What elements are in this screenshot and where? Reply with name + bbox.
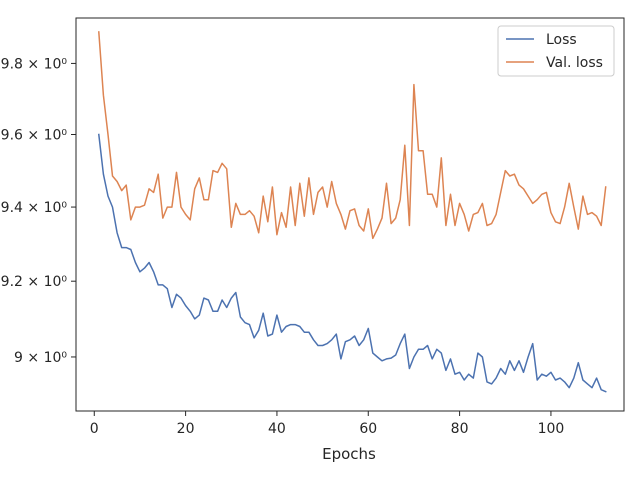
y-tick-label: 9 × 10⁰	[14, 350, 67, 366]
x-axis-label: Epochs	[322, 445, 376, 463]
x-tick-label: 20	[177, 421, 195, 437]
y-tick-label: 9.4 × 10⁰	[1, 200, 68, 216]
plot-area	[97, 31, 607, 393]
x-tick-label: 80	[451, 421, 469, 437]
series-line-loss	[97, 133, 607, 393]
y-tick-label: 9.8 × 10⁰	[1, 56, 68, 72]
y-tick-label: 9.6 × 10⁰	[1, 127, 68, 143]
legend-label: Loss	[546, 32, 577, 48]
x-tick-label: 100	[538, 421, 565, 437]
series-line-val-loss	[97, 31, 607, 240]
legend-label: Val. loss	[546, 55, 603, 71]
x-tick-label: 40	[268, 421, 286, 437]
y-tick-label: 9.2 × 10⁰	[1, 274, 68, 290]
x-tick-label: 0	[90, 421, 99, 437]
plot-frame	[75, 17, 625, 412]
axes: 0 20 40 60 80 100 9 × 10⁰ 9.2 × 10⁰ 9.4 × 10⁰ 9.6…	[1, 17, 625, 437]
x-tick-label: 60	[359, 421, 377, 437]
legend: Loss Val. loss	[497, 25, 615, 77]
